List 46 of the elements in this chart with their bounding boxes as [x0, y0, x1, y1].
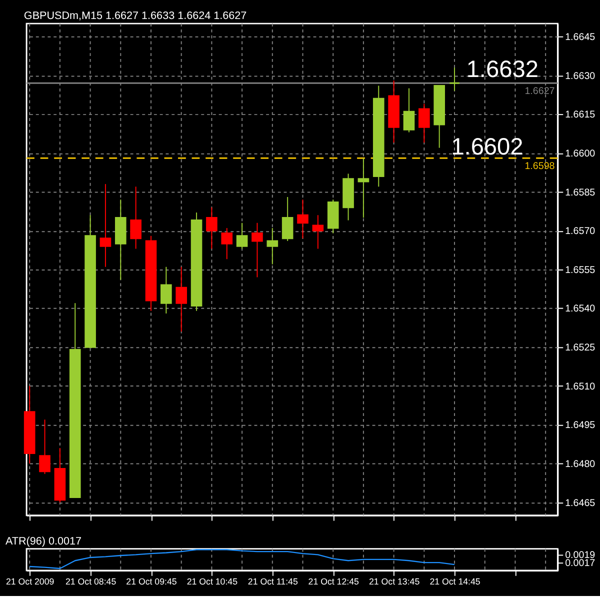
chart-title: GBPUSDm,M15 1.6627 1.6633 1.6624 1.6627 — [24, 10, 247, 22]
candlestick — [130, 186, 142, 250]
y-tick-label: 1.6540 — [565, 304, 596, 315]
candlestick — [448, 67, 460, 92]
y-tick-label: 1.6585 — [565, 187, 596, 198]
candlestick — [176, 266, 188, 332]
candlestick — [297, 199, 308, 239]
x-tick-label: 21 Oct 08:45 — [65, 576, 116, 587]
candlestick — [252, 222, 263, 278]
y-tick-label: 1.6495 — [565, 420, 596, 432]
candlestick — [266, 228, 278, 265]
candlestick — [403, 88, 415, 133]
candlestick — [206, 206, 218, 250]
y-tick-label: 1.6600 — [565, 148, 596, 160]
y-tick-label: 1.6525 — [565, 342, 596, 354]
candlestick — [312, 214, 324, 250]
candlestick — [282, 196, 294, 242]
x-tick-label: 21 Oct 13:45 — [368, 576, 420, 587]
candlestick — [100, 184, 112, 268]
y-tick-label: 1.6615 — [565, 110, 596, 121]
annotation: 1.6632 — [466, 57, 538, 84]
x-tick-label: 21 Oct 10:45 — [186, 576, 238, 587]
line-series — [29, 549, 456, 570]
ref-line-label: 1.6598 — [524, 160, 556, 172]
x-tick-label: 21 Oct 14:45 — [430, 576, 480, 587]
y-tick-label: 1.6480 — [565, 459, 596, 470]
x-tick-label: 21 Oct 11:45 — [248, 576, 298, 587]
y-tick-label: 1.6465 — [565, 498, 596, 509]
x-tick-label: 21 Oct 09:45 — [126, 576, 177, 587]
y-tick-label: 1.6570 — [565, 226, 596, 238]
y-tick-label: 1.6645 — [565, 32, 596, 43]
candlestick — [221, 228, 233, 260]
candlestick — [39, 419, 50, 474]
y-tick-label: 0.0017 — [565, 558, 596, 570]
candlestick — [236, 222, 248, 250]
candlestick — [418, 103, 430, 144]
candlestick — [358, 158, 370, 218]
ref-line-label: 1.6627 — [524, 86, 555, 97]
chart-title: ATR(96) 0.0017 — [5, 535, 82, 548]
y-tick-label: 1.6555 — [565, 264, 596, 276]
annotation: 1.6602 — [451, 134, 524, 161]
candlestick — [160, 266, 172, 314]
x-tick-label: 21 Oct 2009 — [6, 576, 54, 587]
y-tick-label: 1.6630 — [565, 70, 596, 82]
y-tick-label: 1.6510 — [565, 381, 596, 392]
x-tick-label: 21 Oct 12:45 — [308, 576, 359, 587]
